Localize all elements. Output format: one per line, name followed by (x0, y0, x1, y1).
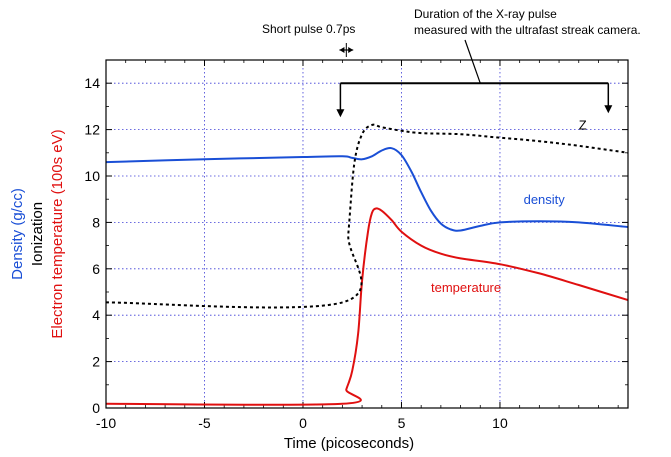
x-tick-label: 5 (398, 415, 406, 431)
series-label-temperature: temperature (431, 280, 501, 295)
y-axis-title-temperature: Electron temperature (100s eV) (49, 129, 66, 338)
y-tick-label: 6 (92, 261, 100, 277)
annotations: Short pulse 0.7ps Duration of the X-ray … (262, 7, 641, 118)
series-labels: density temperature Z (431, 118, 587, 295)
y-tick-label: 8 (92, 214, 100, 230)
series-label-z: Z (579, 118, 587, 133)
series-line-temperature (105, 207, 629, 406)
y-tick-label: 0 (92, 400, 100, 416)
duration-label-line2: measured with the ultrafast streak camer… (414, 23, 641, 37)
y-tick-label: 14 (84, 75, 100, 91)
short-pulse-arrowhead-left (339, 47, 345, 53)
series-group (105, 123, 629, 406)
series-label-density: density (524, 192, 566, 207)
short-pulse-arrowhead-right (348, 47, 354, 53)
y-tick-label: 12 (84, 122, 100, 138)
series-line-z (105, 123, 629, 309)
series-line-density (105, 147, 629, 232)
plot-frame (105, 59, 629, 409)
x-tick-label: 0 (299, 415, 307, 431)
x-axis-title: Time (picoseconds) (284, 435, 414, 452)
duration-label-line1: Duration of the X-ray pulse (414, 7, 557, 21)
y-tick-label: 10 (84, 168, 100, 184)
duration-arrowhead-left (336, 109, 345, 118)
y-tick-label: 4 (92, 307, 100, 323)
y-axis-title-ionization: Ionization (29, 202, 46, 266)
x-tick-label: -10 (96, 415, 116, 431)
y-tick-label: 2 (92, 354, 100, 370)
duration-arrowhead-right (604, 105, 613, 114)
y-axis-title-density: Density (g/cc) (9, 188, 26, 280)
x-tick-label: -5 (198, 415, 211, 431)
duration-pointer (464, 39, 481, 84)
x-tick-label: 10 (492, 415, 508, 431)
short-pulse-label: Short pulse 0.7ps (262, 22, 355, 36)
ticks: -10 -5 0 5 10 0 2 4 6 8 10 12 14 (84, 60, 628, 431)
